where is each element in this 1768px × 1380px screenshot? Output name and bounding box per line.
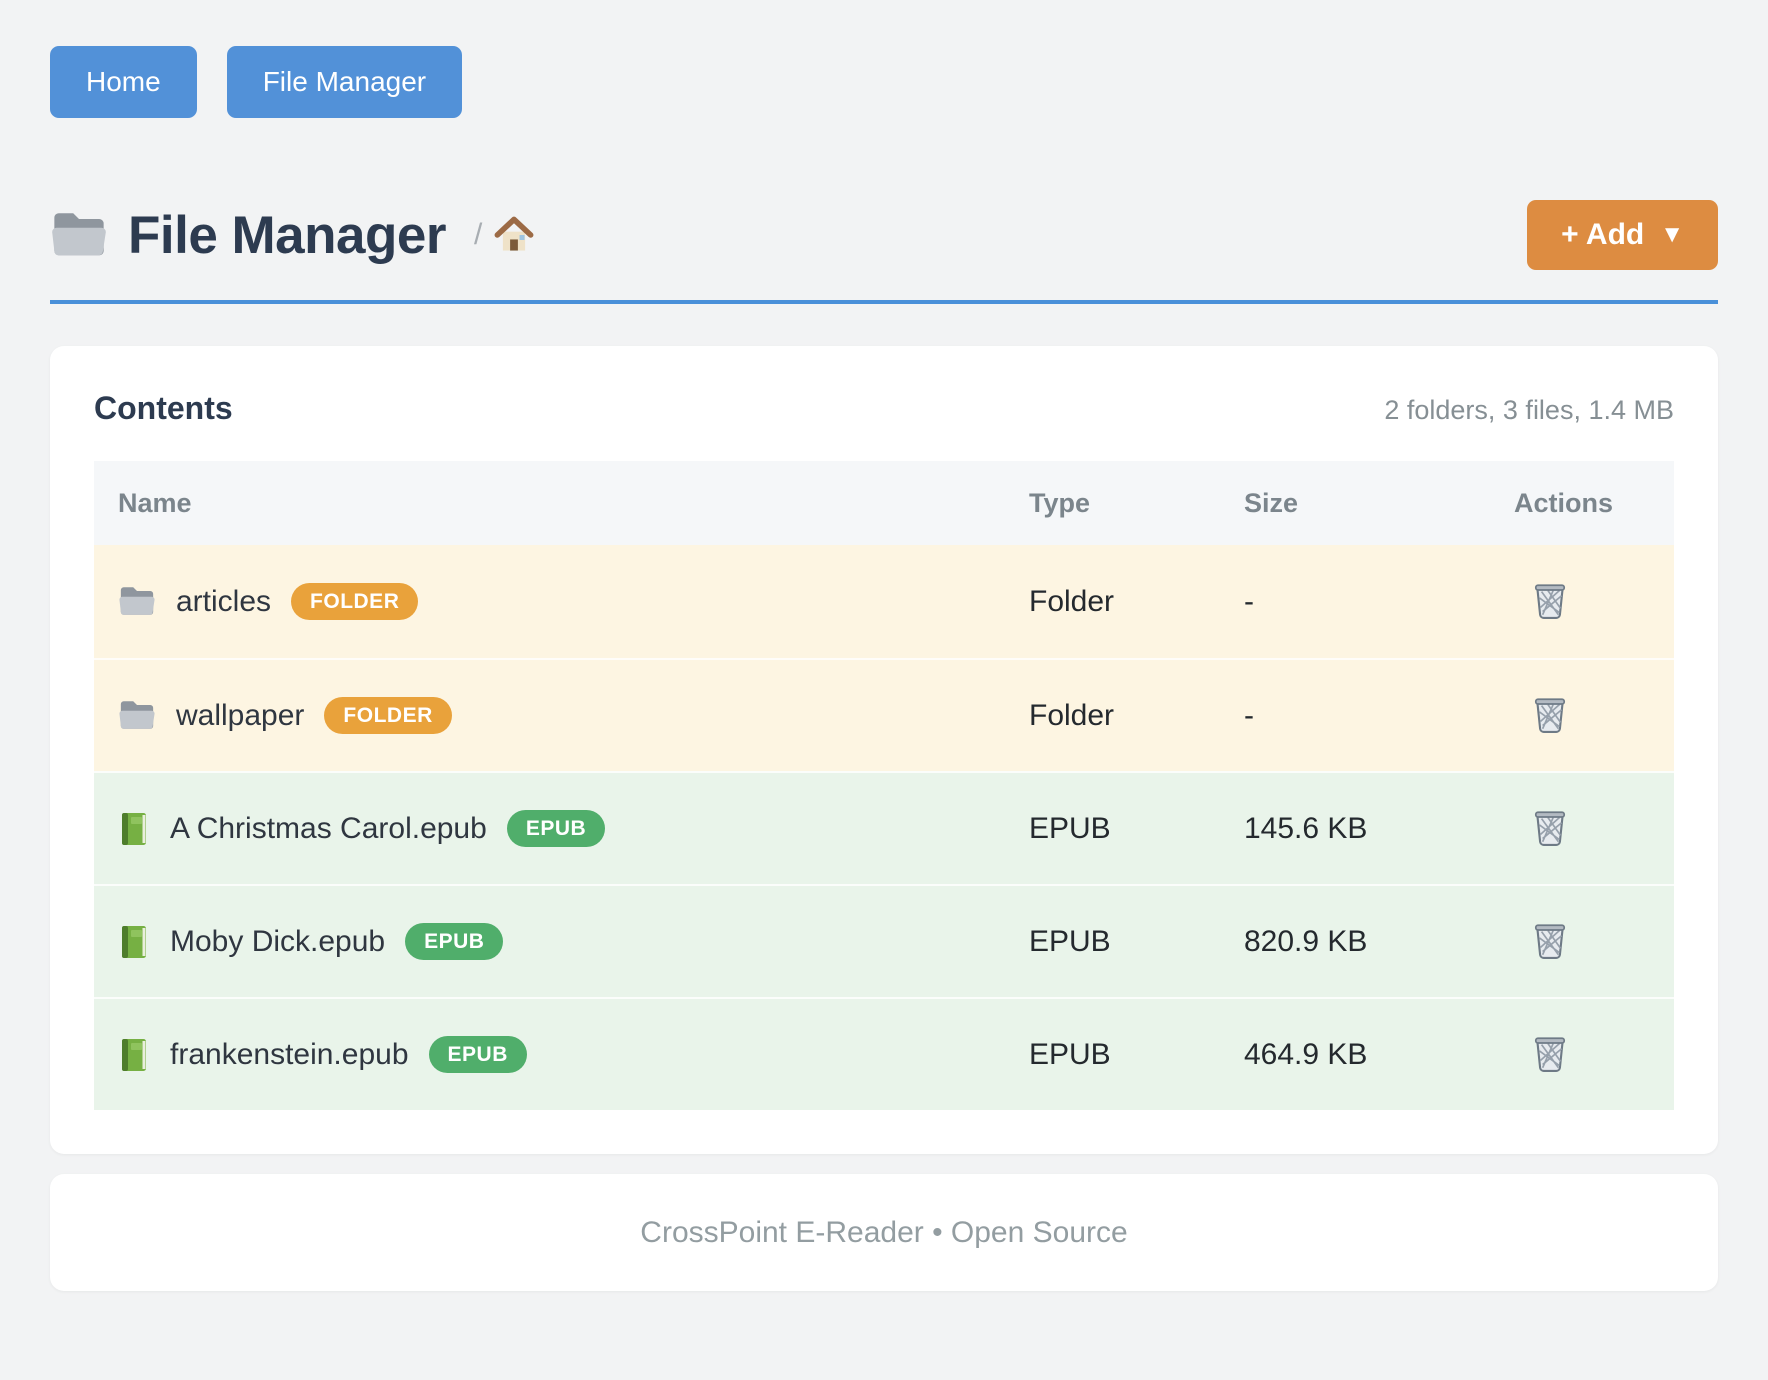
file-type: Folder — [1029, 584, 1115, 618]
card-title: Contents — [94, 390, 233, 426]
file-size: - — [1244, 584, 1254, 618]
footer: CrossPoint E-Reader • Open Source — [50, 1174, 1718, 1291]
file-name: Moby Dick.epub — [170, 924, 386, 958]
house-icon[interactable] — [494, 216, 534, 254]
book-icon — [118, 810, 150, 848]
breadcrumb-separator: / — [473, 218, 483, 251]
table-body: articles FOLDER Folder - — [94, 545, 1674, 1110]
file-badge: FOLDER — [324, 697, 452, 734]
file-name-cell[interactable]: A Christmas Carol.epub EPUB — [94, 810, 1029, 848]
actions-cell — [1514, 576, 1674, 628]
header-divider — [50, 300, 1718, 304]
file-type: Folder — [1029, 698, 1115, 732]
footer-text: CrossPoint E-Reader • Open Source — [640, 1215, 1128, 1249]
table-row[interactable]: A Christmas Carol.epub EPUB EPUB 145.6 K… — [94, 771, 1674, 884]
file-size: 820.9 KB — [1244, 924, 1368, 958]
file-badge: EPUB — [405, 923, 504, 960]
folder-icon — [118, 585, 156, 618]
file-name: wallpaper — [176, 698, 305, 732]
contents-summary: 2 folders, 3 files, 1.4 MB — [1384, 395, 1674, 425]
column-header-actions: Actions — [1514, 487, 1614, 518]
actions-cell — [1514, 803, 1674, 855]
page-header: File Manager / + Add ▼ — [50, 200, 1718, 270]
add-button-label: + Add — [1561, 218, 1645, 251]
folder-icon — [50, 210, 108, 260]
delete-button[interactable] — [1528, 916, 1572, 964]
file-table: Name Type Size Actions — [94, 461, 1674, 1110]
column-header-name: Name — [118, 487, 192, 518]
actions-cell — [1514, 690, 1674, 742]
file-badge: EPUB — [506, 810, 606, 847]
trash-icon — [1532, 1033, 1568, 1073]
table-row[interactable]: Moby Dick.epub EPUB EPUB 820.9 KB — [94, 884, 1674, 997]
folder-icon — [118, 699, 156, 732]
contents-card: Contents 2 folders, 3 files, 1.4 MB Name… — [50, 346, 1718, 1154]
file-name: A Christmas Carol.epub — [170, 811, 487, 845]
column-header-type: Type — [1029, 487, 1091, 518]
file-size: - — [1244, 698, 1254, 732]
actions-cell — [1514, 916, 1674, 968]
trash-icon — [1532, 807, 1568, 847]
column-header-size: Size — [1244, 487, 1299, 518]
delete-button[interactable] — [1528, 1029, 1572, 1077]
table-row[interactable]: frankenstein.epub EPUB EPUB 464.9 KB — [94, 997, 1674, 1110]
file-badge: FOLDER — [291, 583, 419, 620]
actions-cell — [1514, 1029, 1674, 1081]
table-row[interactable]: wallpaper FOLDER Folder - — [94, 658, 1674, 771]
card-header: Contents 2 folders, 3 files, 1.4 MB — [94, 390, 1674, 427]
file-name-cell[interactable]: Moby Dick.epub EPUB — [94, 923, 1029, 961]
trash-icon — [1532, 920, 1568, 960]
file-name-cell[interactable]: frankenstein.epub EPUB — [94, 1036, 1029, 1074]
file-size: 145.6 KB — [1244, 811, 1368, 845]
delete-button[interactable] — [1528, 576, 1572, 624]
title-wrap: File Manager — [50, 205, 446, 266]
file-name: articles — [176, 584, 272, 618]
file-type: EPUB — [1029, 924, 1111, 958]
book-icon — [118, 1036, 150, 1074]
trash-icon — [1532, 694, 1568, 734]
file-badge: EPUB — [428, 1036, 527, 1073]
page-title: File Manager — [128, 205, 446, 265]
file-name: frankenstein.epub — [170, 1037, 409, 1071]
file-name-cell[interactable]: articles FOLDER — [94, 583, 1029, 620]
nav-home-button[interactable]: Home — [50, 46, 197, 118]
top-nav: Home File Manager — [50, 0, 1718, 118]
file-name-cell[interactable]: wallpaper FOLDER — [94, 697, 1029, 734]
caret-down-icon: ▼ — [1660, 221, 1684, 248]
nav-file-manager-button[interactable]: File Manager — [226, 46, 463, 118]
file-size: 464.9 KB — [1244, 1037, 1368, 1071]
page: Home File Manager File Manager / — [50, 0, 1718, 1291]
breadcrumb: / — [474, 216, 534, 254]
file-type: EPUB — [1029, 811, 1111, 845]
table-header: Name Type Size Actions — [94, 461, 1674, 545]
add-button[interactable]: + Add ▼ — [1527, 200, 1718, 270]
book-icon — [118, 923, 150, 961]
delete-button[interactable] — [1528, 690, 1572, 738]
delete-button[interactable] — [1528, 803, 1572, 851]
table-row[interactable]: articles FOLDER Folder - — [94, 545, 1674, 658]
file-type: EPUB — [1029, 1037, 1111, 1071]
trash-icon — [1532, 580, 1568, 620]
